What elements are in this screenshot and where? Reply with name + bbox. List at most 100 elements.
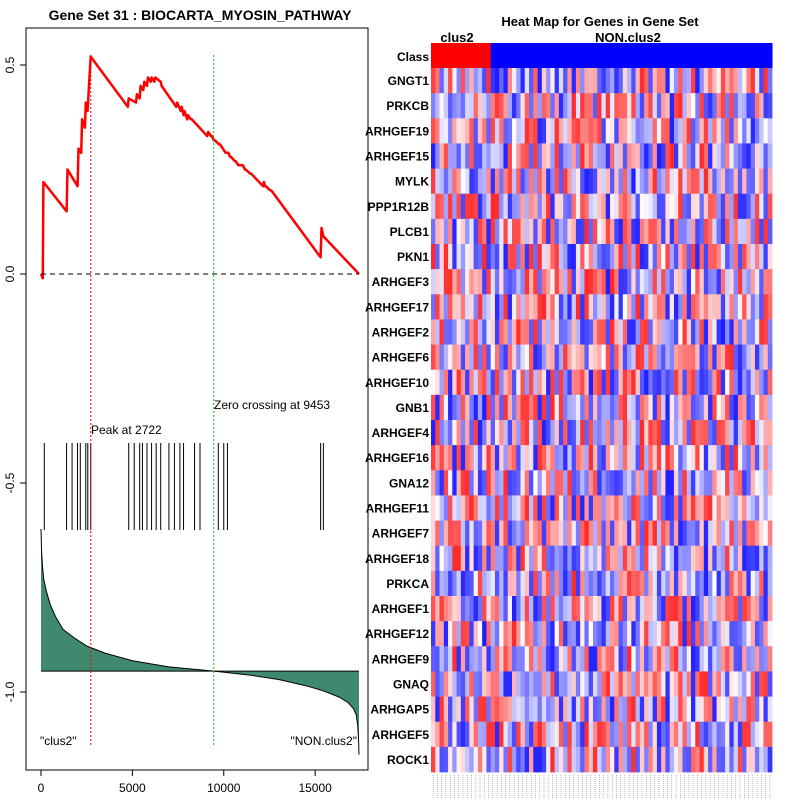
heatmap-cell [635,244,641,270]
heatmap-cell [456,696,462,723]
heatmap-cell [507,294,513,320]
heatmap-cell [699,294,705,320]
heatmap-cell [588,143,594,169]
heatmap-cell [695,470,700,496]
heatmap-cell [729,143,735,169]
heatmap-cell [699,721,705,748]
heatmap-cell [644,671,649,697]
heatmap-cell [584,570,590,597]
heatmap-cell [759,445,764,471]
heatmap-cell [494,746,500,773]
heatmap-cell [443,721,449,748]
heatmap-cell [520,621,526,647]
heatmap-cell [712,218,717,245]
heatmap-cell [763,319,769,345]
heatmap-cell [584,319,590,345]
heatmap-cell [729,218,735,245]
heatmap-cell [618,269,624,295]
heatmap-cell [465,696,470,723]
heatmap-cell [529,344,534,371]
heatmap-cell [460,168,466,195]
heatmap-cell [597,621,602,647]
heatmap-cell [622,721,628,748]
heatmap-cell [439,696,445,723]
heatmap-cell [529,621,534,647]
heatmap-cell [733,545,739,572]
heatmap-cell [750,244,756,270]
heatmap-cell [554,671,560,697]
heatmap-cell [477,118,483,144]
heatmap-cell [533,520,538,547]
heatmap-cell [742,294,747,320]
heatmap-cell [618,746,624,773]
heatmap-cell [673,696,679,723]
heatmap-cell [635,118,641,144]
heatmap-cell [473,696,479,723]
heatmap-cell [669,545,675,572]
heatmap-cell [456,319,462,345]
heatmap-cell [469,545,475,572]
heatmap-cell [678,168,683,195]
heatmap-cell [699,118,705,144]
heatmap-cell [520,570,526,597]
heatmap-cell [460,570,466,597]
heatmap-cell [754,143,760,169]
heatmap-cell [716,470,722,496]
heatmap-cell [631,671,636,697]
heatmap-cell [627,143,632,169]
heatmap-cell [494,143,500,169]
heatmap-cell [754,394,760,421]
heatmap-row-label: ARHGEF19 [365,124,429,138]
heatmap-cell [529,68,534,94]
heatmap-cell [605,294,611,320]
heatmap-cell [588,746,594,773]
heatmap-row-label: ROCK1 [387,753,429,767]
heatmap-cell [580,570,585,597]
heatmap-cell [737,445,743,471]
heatmap-cell [448,269,453,295]
heatmap-cell [729,570,735,597]
heatmap-cell [452,545,457,572]
heatmap-cell [533,621,538,647]
heatmap-cell [546,294,551,320]
heatmap-cell [759,394,764,421]
heatmap-cell [627,520,632,547]
heatmap-cell [750,118,756,144]
heatmap-cell [448,93,453,119]
heatmap-cell [682,621,688,647]
heatmap-cell [605,721,611,748]
heatmap-cell [516,646,521,672]
heatmap-cell [644,68,649,94]
heatmap-cell [494,118,500,144]
heatmap-cell [691,218,696,245]
heatmap-cell [490,621,496,647]
heatmap-cell [443,420,449,446]
heatmap-cell [678,621,683,647]
heatmap-cell [431,168,436,195]
heatmap-cell [695,244,700,270]
heatmap-cell [614,193,619,220]
heatmap-cell [720,596,726,622]
heatmap-cell [614,570,619,597]
heatmap-cell [460,746,466,773]
heatmap-cell [665,646,671,672]
heatmap-cell [469,93,475,119]
heatmap-cell [665,394,671,421]
heatmap-cell [648,646,654,672]
heatmap-cell [712,646,717,672]
heatmap-cell [737,143,743,169]
heatmap-cell [580,193,585,220]
heatmap-cell [618,721,624,748]
heatmap-cell [571,269,577,295]
heatmap-cell [550,621,556,647]
heatmap-cell [746,746,752,773]
heatmap-cell [477,545,483,572]
heatmap-cell [499,269,504,295]
heatmap-cell [554,696,560,723]
heatmap-cell [584,93,590,119]
heatmap-cell [729,696,735,723]
heatmap-cell [439,470,445,496]
heatmap-cell [563,143,568,169]
heatmap-cell [443,495,449,521]
heatmap-cell [746,118,752,144]
